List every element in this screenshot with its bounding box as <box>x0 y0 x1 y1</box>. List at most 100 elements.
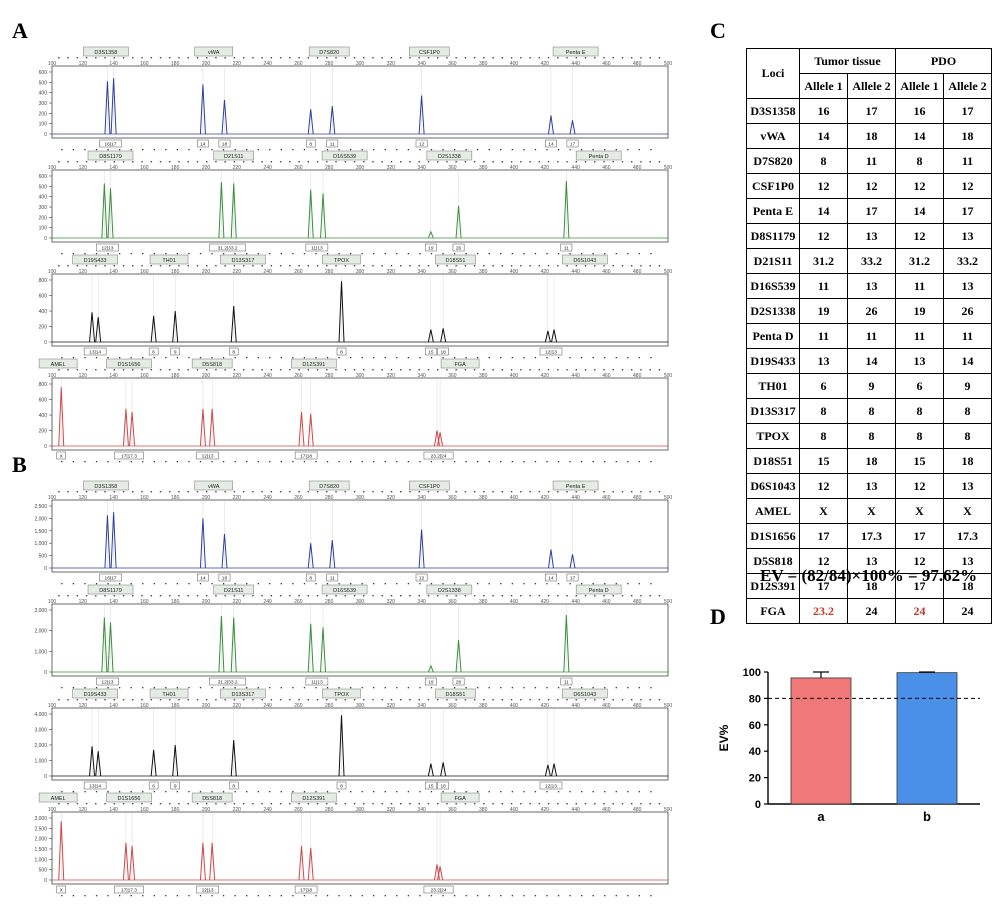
locus-marker <box>575 584 622 595</box>
bin-dot <box>141 57 143 59</box>
x-tick-label: 200 <box>202 165 211 171</box>
bin-dot <box>76 265 79 267</box>
bin-dot <box>363 369 365 371</box>
allele-value: 17.3 <box>847 523 896 549</box>
y-tick-label: 600 <box>39 294 48 300</box>
bin-dot <box>159 161 162 163</box>
x-tick-label: 200 <box>202 807 211 813</box>
y-tick-label: 0 <box>44 566 47 572</box>
ladder-dot <box>442 357 444 359</box>
locus-marker-label: D13S317 <box>231 258 254 264</box>
bin-dot <box>344 369 346 371</box>
bin-dot <box>335 595 337 597</box>
x-tick-label: 180 <box>171 599 180 605</box>
bin-dot <box>612 369 614 371</box>
allele-value: 12 <box>799 473 848 499</box>
table-row: D21S11 31.2 33.2 31.2 33.2 <box>746 248 992 274</box>
bin-dot <box>187 369 189 371</box>
bin-dot <box>122 595 125 597</box>
ladder-dot <box>546 357 548 359</box>
x-tick-label: 340 <box>417 373 426 379</box>
x-tick-label: 440 <box>571 599 580 605</box>
x-tick-label: 500 <box>664 269 673 275</box>
bin-dot <box>455 491 457 493</box>
plot-frame <box>51 65 669 139</box>
x-tick-label: 100 <box>48 373 57 379</box>
bin-dot <box>492 699 494 701</box>
ladder-dot <box>326 357 329 359</box>
x-tick-label: 500 <box>664 495 673 501</box>
bin-dot <box>575 57 577 59</box>
locus-marker-label: CSF1P0 <box>419 50 440 56</box>
bin-dot <box>76 491 79 493</box>
x-tick-label: 280 <box>325 807 334 813</box>
bin-dot <box>316 803 319 805</box>
x-tick-label: 120 <box>79 165 88 171</box>
allele-value: 26 <box>943 298 992 324</box>
bin-dot <box>95 57 97 59</box>
ladder-dot <box>407 687 410 689</box>
locus-name: D3S1358 <box>746 98 800 124</box>
ladder-dot <box>465 253 467 255</box>
bin-dot <box>455 803 457 805</box>
ladder-dot <box>107 895 109 897</box>
bin-dot <box>538 265 541 267</box>
ladder-dot <box>477 791 479 793</box>
ladder-dot <box>246 583 248 585</box>
x-tick-label: 280 <box>325 269 334 275</box>
ladder-dot <box>569 253 571 255</box>
bin-dot <box>520 265 522 267</box>
bin-dot <box>510 595 513 597</box>
bin-dot <box>455 57 457 59</box>
allele-call-box <box>170 347 180 356</box>
ladder-dot <box>222 791 225 793</box>
x-tick-label: 380 <box>479 807 488 813</box>
ladder-dot <box>523 149 525 151</box>
bin-dot <box>427 161 430 163</box>
ladder-dot <box>534 687 537 689</box>
bin-dot <box>335 161 337 163</box>
ladder-dot <box>61 357 63 359</box>
bin-dot <box>594 491 596 493</box>
ladder-dot <box>650 791 652 793</box>
bin-dot <box>603 595 605 597</box>
x-tick-label: 420 <box>541 165 550 171</box>
allele-value: 11 <box>799 273 848 299</box>
ladder-dot <box>650 461 652 463</box>
ladder-dot <box>534 895 537 897</box>
bin-dot <box>95 265 97 267</box>
y-tick-label: 500 <box>39 554 48 560</box>
bin-dot <box>344 803 346 805</box>
x-tick-label: 400 <box>510 495 519 501</box>
locus-marker-label: D2S1338 <box>438 588 461 594</box>
ladder-dot <box>500 461 502 463</box>
ladder-dot <box>303 253 306 255</box>
ladder-dot <box>118 253 121 255</box>
ladder-dot <box>118 583 121 585</box>
locus-marker-label: D3S1358 <box>94 50 117 56</box>
allele-call-label: 11|13 <box>311 680 323 686</box>
allele-call-label: 8 <box>340 350 343 356</box>
ladder-dot <box>222 149 225 151</box>
locus-marker <box>408 46 450 57</box>
allele-value: 14 <box>799 123 848 149</box>
ladder-dot <box>615 687 617 689</box>
x-tick-label: 140 <box>109 61 118 67</box>
x-tick-label: 420 <box>541 61 550 67</box>
x-tick-label: a <box>817 809 825 824</box>
allele-value: 13 <box>847 473 896 499</box>
bin-dot <box>187 803 189 805</box>
ladder-dot <box>407 357 410 359</box>
x-tick-label: 220 <box>233 807 242 813</box>
x-tick-label: 100 <box>48 269 57 275</box>
bin-dot <box>224 803 226 805</box>
allele-value: 6 <box>799 373 848 399</box>
bin-dot <box>289 57 291 59</box>
ladder-dot <box>511 253 513 255</box>
ladder-dot <box>222 461 225 463</box>
bin-dot <box>446 265 448 267</box>
ladder-dot <box>569 791 571 793</box>
bin-dot <box>400 57 402 59</box>
allele-peak <box>58 387 65 447</box>
bin-dot <box>437 699 439 701</box>
